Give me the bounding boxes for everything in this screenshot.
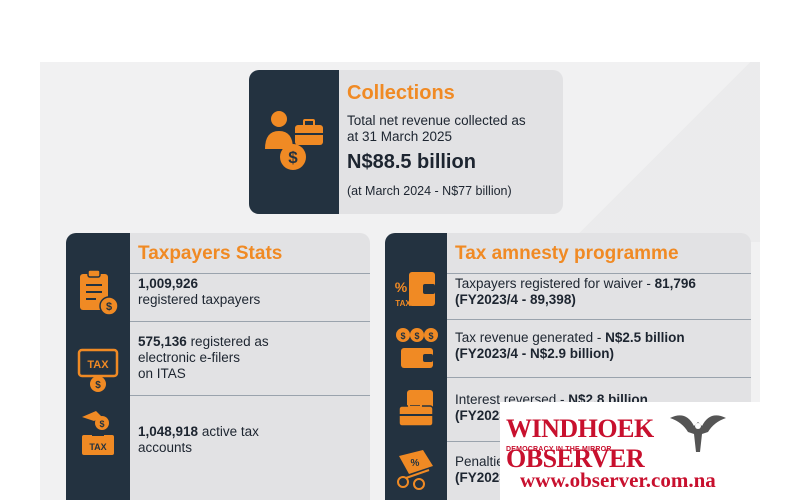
waiver-value: 81,796 bbox=[654, 276, 696, 291]
collections-icon-rail: $ bbox=[249, 70, 339, 214]
svg-text:%: % bbox=[411, 458, 420, 469]
collections-desc-line2: at 31 March 2025 bbox=[347, 129, 453, 144]
svg-text:TAX: TAX bbox=[87, 359, 109, 371]
watermark-title-left: WINDHOEK bbox=[506, 414, 654, 443]
revenue-value: N$2.5 billion bbox=[605, 330, 685, 345]
svg-text:$: $ bbox=[99, 419, 104, 429]
registered-taxpayers-label: registered taxpayers bbox=[138, 292, 261, 307]
amnesty-row-waiver: Taxpayers registered for waiver - 81,796… bbox=[447, 273, 751, 319]
amnesty-title: Tax amnesty programme bbox=[455, 243, 679, 264]
svg-text:$: $ bbox=[428, 331, 433, 341]
active-accounts-label-1: active tax bbox=[198, 424, 259, 439]
penalties-label: Penalties bbox=[455, 454, 511, 469]
taxpayers-title: Taxpayers Stats bbox=[138, 243, 283, 264]
wallet-briefcase-icon bbox=[392, 383, 440, 433]
taxpayers-icon-rail: $ TAX $ $ TAX bbox=[66, 233, 130, 500]
watermark-title-right: OBSERVER bbox=[506, 444, 645, 473]
watermark-title: WINDHOEKOBSERVER bbox=[506, 414, 800, 474]
active-accounts-value: 1,048,918 bbox=[138, 424, 199, 439]
revenue-previous: (FY2023/4 - N$2.9 billion) bbox=[455, 346, 615, 361]
watermark-tagline: DEMOCRACY IN THE MIRROR bbox=[506, 446, 612, 453]
efilers-value: 575,136 bbox=[138, 334, 187, 349]
collections-card: $ Collections Total net revenue collecte… bbox=[249, 70, 563, 214]
amnesty-row-revenue: Tax revenue generated - N$2.5 billion (F… bbox=[447, 319, 751, 377]
svg-text:$: $ bbox=[95, 380, 101, 391]
svg-text:%: % bbox=[395, 279, 408, 295]
waiver-previous: (FY2023/4 - 89,398) bbox=[455, 292, 576, 307]
efilers-label-3: on ITAS bbox=[138, 366, 186, 381]
watermark-url-link[interactable]: www.observer.com.na bbox=[520, 468, 716, 492]
windhoek-observer-watermark: WINDHOEKOBSERVER DEMOCRACY IN THE MIRROR… bbox=[500, 402, 800, 500]
hand-coin-tax-box-icon: $ TAX bbox=[76, 405, 120, 461]
waiver-label: Taxpayers registered for waiver - bbox=[455, 276, 655, 291]
active-accounts-label-2: accounts bbox=[138, 440, 193, 455]
taxpayers-row-active: 1,048,918 active tax accounts bbox=[130, 395, 370, 495]
coins-wallet-icon: $ $ $ bbox=[392, 323, 440, 373]
percent-tag-scissors-icon: % bbox=[392, 443, 440, 493]
svg-text:$: $ bbox=[288, 148, 298, 167]
eagle-logo-icon bbox=[670, 415, 726, 452]
svg-text:$: $ bbox=[400, 331, 405, 341]
collections-title: Collections bbox=[347, 82, 455, 104]
efilers-label-2: electronic e-filers bbox=[138, 350, 241, 365]
svg-text:$: $ bbox=[106, 301, 112, 313]
percent-tax-wallet-icon: % TAX bbox=[392, 265, 440, 315]
svg-text:TAX: TAX bbox=[89, 442, 106, 452]
tax-screen-dollar-icon: TAX $ bbox=[76, 341, 120, 397]
svg-text:TAX: TAX bbox=[395, 299, 411, 308]
amnesty-icon-rail: % TAX $ $ $ % bbox=[385, 233, 447, 500]
background-diagonal bbox=[560, 62, 760, 242]
collections-amount: N$88.5 billion bbox=[347, 151, 476, 173]
registered-taxpayers-value: 1,009,926 bbox=[138, 276, 199, 291]
svg-text:$: $ bbox=[414, 331, 419, 341]
businessman-briefcase-dollar-icon: $ bbox=[261, 105, 327, 180]
revenue-label: Tax revenue generated - bbox=[455, 330, 606, 345]
clipboard-checklist-dollar-icon: $ bbox=[76, 265, 120, 321]
taxpayers-row-efilers: 575,136 registered as electronic e-filer… bbox=[130, 321, 370, 395]
taxpayers-row-registered: 1,009,926 registered taxpayers bbox=[130, 273, 370, 321]
collections-desc-line1: Total net revenue collected as bbox=[347, 113, 526, 128]
efilers-label-1: registered as bbox=[186, 334, 269, 349]
collections-comparison: (at March 2024 - N$77 billion) bbox=[347, 184, 512, 198]
taxpayers-stats-card: $ TAX $ $ TAX Taxpayers Stats 1,0 bbox=[66, 233, 370, 500]
